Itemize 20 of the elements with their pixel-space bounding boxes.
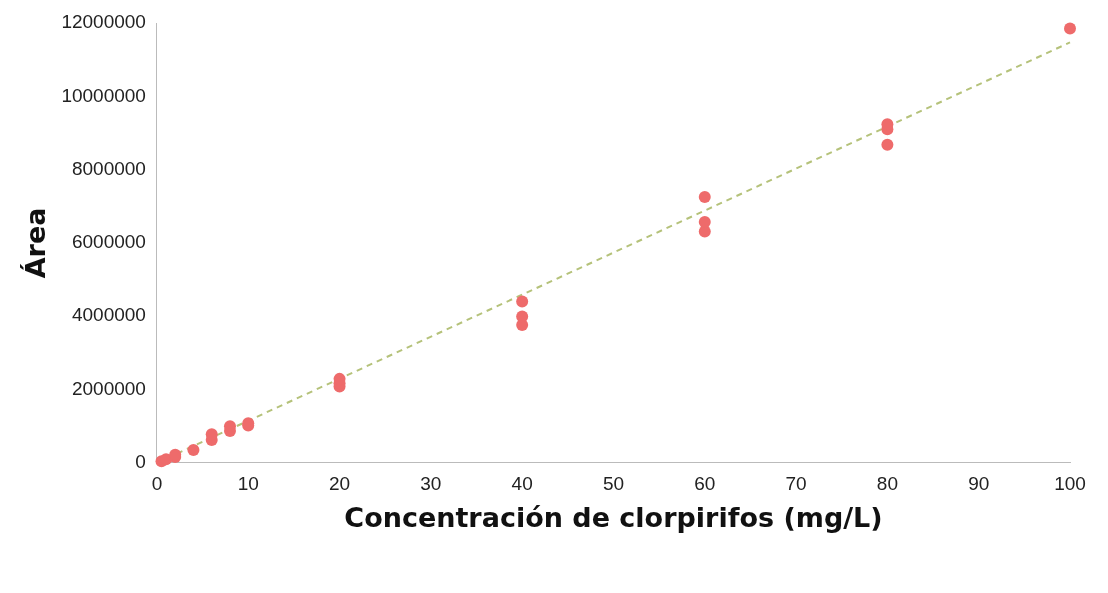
x-tick-label: 50 [602,473,625,495]
x-axis-title: Concentración de clorpirifos (mg/L) [344,501,883,533]
y-tick-label: 4000000 [71,304,146,326]
x-tick-label: 40 [511,473,533,495]
x-tick-label: 60 [694,473,716,495]
y-tick-label: 8000000 [71,157,146,179]
y-tick-label: 10000000 [61,84,146,106]
y-tick-label: 12000000 [61,11,146,33]
y-tick-label: 0 [135,451,146,473]
x-tick-label: 90 [968,473,990,495]
y-axis-title: Área [20,207,52,279]
x-tick-label: 10 [237,473,259,495]
x-tick-label: 70 [785,473,807,495]
x-tick-label: 30 [420,473,442,495]
y-tick-label: 6000000 [71,231,146,253]
y-tick-label: 2000000 [71,377,146,399]
x-tick-label: 20 [328,473,351,495]
x-tick-label: 100 [1054,473,1086,495]
x-tick-label: 80 [876,473,898,495]
x-tick-label: 0 [151,473,163,495]
